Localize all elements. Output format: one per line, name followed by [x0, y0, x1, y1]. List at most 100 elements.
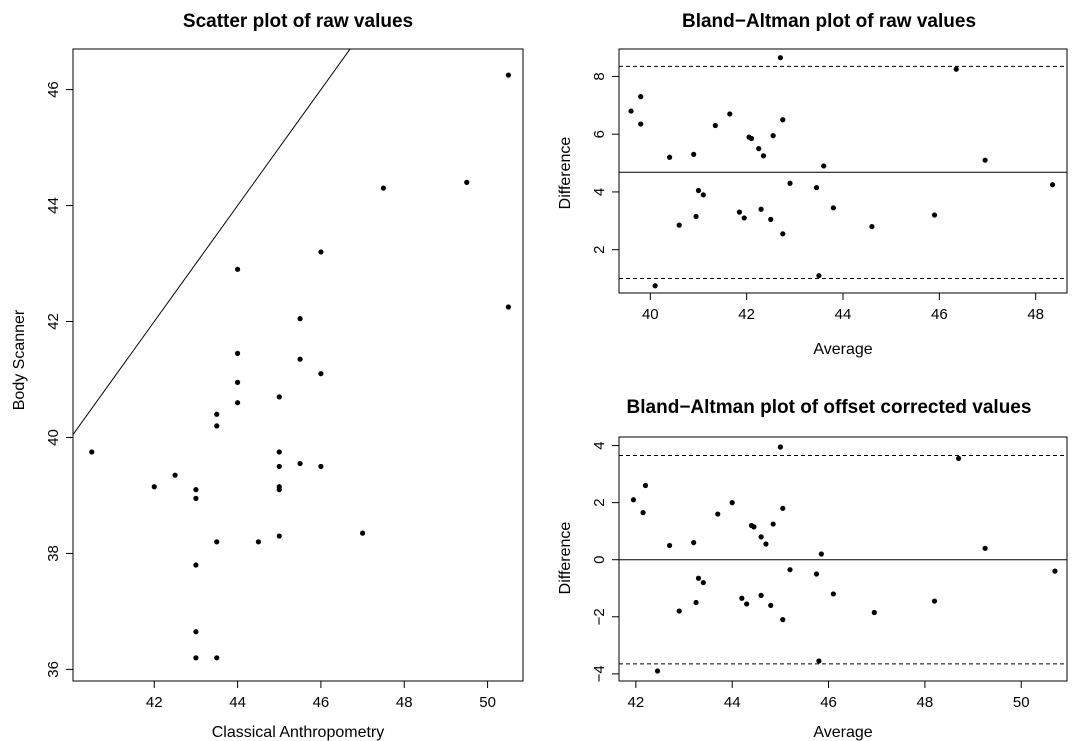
scatter-point	[297, 316, 303, 322]
scatter-identity-line	[73, 49, 351, 435]
bland-altman-corrected-point	[642, 482, 649, 489]
bland-altman-raw-point	[676, 222, 682, 228]
bland-altman-raw-point	[736, 209, 743, 215]
scatter-point	[193, 562, 199, 568]
scatter-point	[214, 539, 220, 545]
bland-altman-corrected-point	[630, 497, 637, 503]
bland-altman-raw-point	[638, 94, 644, 100]
bland-altman-raw-point	[638, 121, 644, 127]
bland-altman-corrected-y-tick-label: 0	[591, 556, 608, 564]
scatter-point	[193, 629, 199, 635]
scatter-y-tick-label: 36	[45, 661, 62, 678]
bland-altman-corrected-x-tick-label: 42	[628, 694, 645, 711]
bland-altman-raw-point	[931, 212, 938, 218]
bland-altman-corrected-point	[640, 510, 646, 516]
bland-altman-corrected-point	[780, 617, 786, 623]
bland-altman-raw-point	[982, 157, 988, 163]
bland-altman-raw-point	[727, 111, 733, 117]
bland-altman-raw-point	[869, 223, 875, 230]
scatter-point	[214, 411, 220, 417]
bland-altman-raw-x-tick-label: 46	[931, 306, 948, 323]
bland-altman-raw-point	[693, 213, 699, 220]
bland-altman-corrected-point	[758, 534, 764, 540]
bland-altman-corrected-point	[931, 598, 938, 604]
bland-altman-raw-point	[741, 215, 747, 221]
scatter-y-tick-label: 40	[45, 429, 62, 446]
scatter-point	[276, 463, 282, 470]
bland-altman-corrected-point	[830, 591, 836, 597]
bland-altman-corrected-point	[816, 658, 822, 664]
scatter-point	[214, 655, 220, 661]
scatter-point	[318, 371, 324, 377]
bland-altman-raw-y-axis-label: Difference	[557, 137, 574, 210]
bland-altman-corrected-point	[654, 668, 661, 674]
bland-altman-corrected-point	[676, 608, 682, 614]
bland-altman-raw-x-axis-label: Average	[813, 341, 872, 358]
bland-altman-corrected-title: Bland−Altman plot of offset corrected va…	[627, 397, 1032, 418]
scatter-plot-frame	[72, 48, 524, 682]
bland-altman-corrected-y-tick-label: −2	[591, 608, 608, 625]
bland-altman-raw-point	[695, 187, 702, 194]
bland-altman-corrected-x-tick-label: 50	[1013, 694, 1030, 711]
scatter-point	[234, 350, 241, 357]
scatter-point	[380, 185, 387, 191]
bland-altman-corrected-point	[729, 500, 735, 506]
scatter-y-tick-label: 38	[45, 545, 62, 562]
bland-altman-raw-point	[768, 216, 774, 222]
bland-altman-corrected-point	[780, 505, 786, 511]
bland-altman-corrected-x-axis-label: Average	[813, 724, 872, 741]
bland-altman-corrected-point	[770, 521, 776, 527]
bland-altman-raw-point	[780, 117, 786, 123]
bland-altman-raw-y-tick-label: 2	[591, 246, 608, 254]
bland-altman-corrected-point	[818, 551, 824, 557]
bland-altman-raw-x-tick-label: 48	[1027, 306, 1044, 323]
bland-altman-corrected-x-tick-label: 46	[820, 694, 837, 711]
bland-altman-corrected-point	[693, 599, 699, 606]
bland-altman-raw-point	[760, 153, 767, 159]
scatter-point	[255, 539, 262, 545]
scatter-title: Scatter plot of raw values	[183, 11, 413, 32]
bland-altman-raw-point	[787, 180, 793, 186]
bland-altman-corrected-y-tick-label: 4	[591, 441, 608, 449]
bland-altman-corrected-point	[777, 444, 783, 450]
bland-altman-raw-point	[691, 151, 697, 157]
scatter-point	[89, 449, 95, 455]
scatter-y-tick-label: 42	[45, 313, 62, 330]
bland-altman-raw-point	[748, 135, 755, 142]
bland-altman-corrected-x-tick-label: 48	[917, 694, 934, 711]
bland-altman-corrected-point	[691, 539, 697, 546]
scatter-point	[297, 356, 303, 362]
bland-altman-corrected-y-tick-label: −4	[591, 665, 608, 682]
scatter-point	[276, 449, 282, 455]
bland-altman-raw-title: Bland−Altman plot of raw values	[682, 11, 976, 32]
scatter-x-tick-label: 44	[229, 694, 246, 711]
scatter-point	[172, 472, 178, 478]
bland-altman-corrected-plot-frame	[618, 436, 1068, 682]
scatter-point	[505, 304, 512, 310]
bland-altman-corrected-point	[751, 524, 757, 530]
bland-altman-raw-panel: Bland−Altman plot of raw values Average …	[557, 11, 1068, 358]
bland-altman-raw-point	[628, 108, 634, 114]
bland-altman-raw-x-tick-label: 44	[835, 306, 852, 323]
bland-altman-raw-y-tick-label: 4	[591, 188, 608, 196]
scatter-point	[276, 487, 282, 493]
scatter-x-tick-label: 48	[396, 694, 413, 711]
scatter-point	[318, 463, 324, 470]
bland-altman-corrected-point	[758, 592, 764, 598]
bland-altman-raw-point	[780, 231, 786, 237]
bland-altman-raw-point	[756, 146, 762, 152]
scatter-point	[193, 655, 199, 661]
scatter-x-tick-label: 50	[479, 694, 496, 711]
bland-altman-raw-x-tick-label: 42	[738, 306, 755, 323]
scatter-point	[276, 394, 282, 400]
bland-altman-raw-point	[777, 55, 783, 61]
bland-altman-corrected-point	[666, 542, 673, 549]
bland-altman-corrected-point	[813, 571, 820, 577]
bland-altman-corrected-point	[787, 567, 793, 573]
scatter-panel: Scatter plot of raw values Classical Ant…	[11, 11, 524, 741]
bland-altman-raw-point	[712, 122, 718, 129]
bland-altman-corrected-point	[695, 575, 702, 581]
bland-altman-raw-point	[666, 154, 673, 160]
scatter-y-axis-label: Body Scanner	[11, 309, 28, 410]
bland-altman-corrected-y-tick-label: 2	[591, 498, 608, 506]
